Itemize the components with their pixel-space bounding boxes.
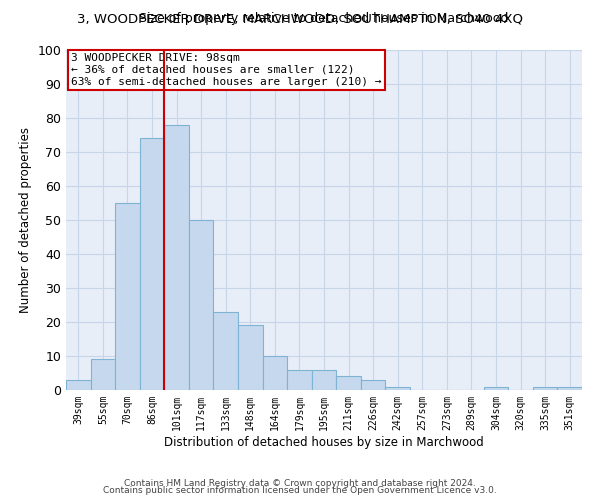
Bar [140,138,164,390]
X-axis label: Distribution of detached houses by size in Marchwood: Distribution of detached houses by size … [164,436,484,448]
Bar [287,370,312,390]
Y-axis label: Number of detached properties: Number of detached properties [19,127,32,313]
Bar [385,386,410,390]
Text: 3, WOODPECKER DRIVE, MARCHWOOD, SOUTHAMPTON, SO40 4XQ: 3, WOODPECKER DRIVE, MARCHWOOD, SOUTHAMP… [77,12,523,26]
Text: Contains HM Land Registry data © Crown copyright and database right 2024.: Contains HM Land Registry data © Crown c… [124,478,476,488]
Text: Contains public sector information licensed under the Open Government Licence v3: Contains public sector information licen… [103,486,497,495]
Bar [312,370,336,390]
Bar [115,203,140,390]
Bar [164,125,189,390]
Text: 3 WOODPECKER DRIVE: 98sqm
← 36% of detached houses are smaller (122)
63% of semi: 3 WOODPECKER DRIVE: 98sqm ← 36% of detac… [71,54,382,86]
Bar [557,386,582,390]
Bar [238,326,263,390]
Bar [263,356,287,390]
Bar [189,220,214,390]
Bar [66,380,91,390]
Bar [361,380,385,390]
Bar [336,376,361,390]
Bar [533,386,557,390]
Bar [214,312,238,390]
Bar [484,386,508,390]
Title: Size of property relative to detached houses in Marchwood: Size of property relative to detached ho… [139,12,509,25]
Bar [91,360,115,390]
